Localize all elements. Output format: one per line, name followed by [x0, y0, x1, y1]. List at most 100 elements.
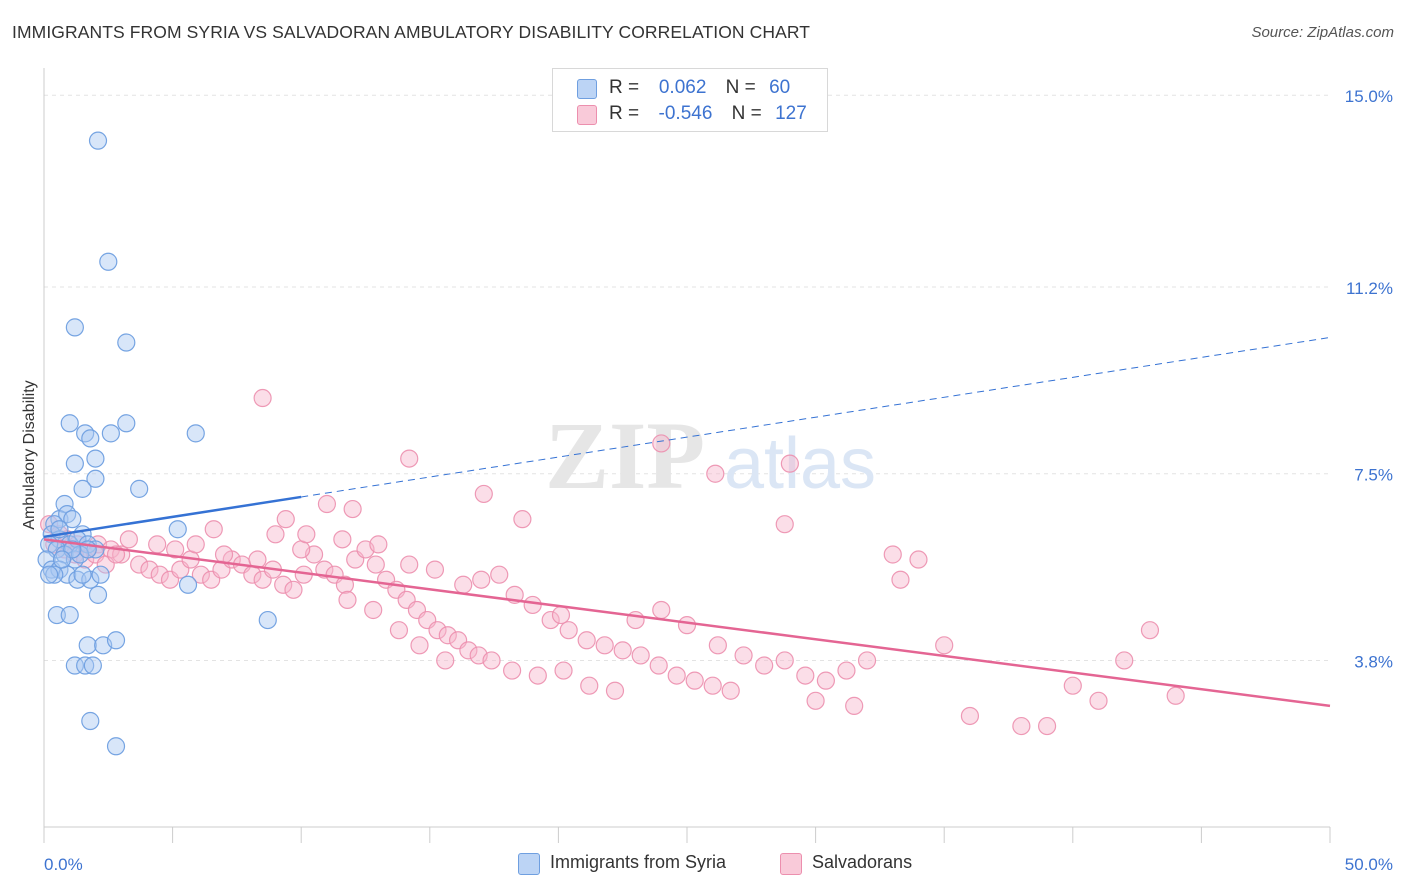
syria-point	[73, 565, 92, 584]
salvadorans-point	[186, 535, 205, 554]
salvadorans-point	[775, 515, 794, 534]
salvadorans-point	[780, 454, 799, 473]
syria-point	[63, 510, 82, 529]
syria-point	[76, 424, 95, 443]
syria-point	[186, 424, 205, 443]
syria-point	[101, 424, 120, 443]
salvadorans-point	[595, 636, 614, 655]
salvadorans-point	[649, 656, 668, 675]
salvadorans-point	[667, 666, 686, 685]
salvadorans-point	[837, 661, 856, 680]
legend-r-value: 0.062	[658, 77, 707, 98]
legend-r-label: R =	[609, 103, 640, 124]
salvadorans-point	[816, 671, 835, 690]
syria-point	[60, 605, 79, 625]
syria-point	[86, 449, 105, 468]
salvadorans-point	[428, 621, 447, 640]
syria-point	[106, 631, 126, 650]
y-tick-label: 3.8%	[1354, 652, 1393, 671]
salvadorans-point	[708, 636, 727, 655]
salvadorans-point	[130, 555, 149, 574]
salvadorans-trend	[43, 538, 1331, 708]
syria-point	[65, 656, 84, 675]
salvadorans-point	[605, 681, 625, 700]
syria-point	[168, 520, 187, 539]
bottom-legend-swatch-salvadorans	[780, 853, 802, 875]
salvadorans-point	[438, 626, 457, 645]
salvadorans-point	[559, 621, 578, 640]
legend-r-label: R =	[609, 77, 640, 98]
y-tick-label: 15.0%	[1345, 87, 1393, 106]
salvadorans-point	[796, 666, 815, 685]
salvadorans-point	[857, 651, 877, 670]
syria-point	[86, 469, 105, 488]
salvadorans-point	[1089, 691, 1108, 710]
watermark-atlas: atlas	[724, 424, 876, 504]
stats-legend: R = 0.062 N = 60 R = -0.546 N = 127	[552, 68, 828, 132]
salvadorans-point	[436, 651, 455, 670]
legend-n-label: N =	[731, 103, 762, 124]
salvadorans-point	[472, 570, 491, 589]
salvadorans-point	[191, 565, 210, 584]
syria-point	[88, 131, 108, 150]
salvadorans-point	[806, 691, 825, 710]
salvadorans-point	[677, 616, 697, 635]
salvadorans-point	[706, 464, 725, 483]
syria-point	[78, 636, 97, 655]
salvadorans-point	[253, 388, 272, 408]
salvadorans-point	[1115, 651, 1134, 670]
syria-point	[178, 575, 198, 594]
tick-labels: 3.8% 7.5% 11.2% 15.0% 0.0% 50.0%	[44, 87, 1393, 874]
salvadorans-points	[40, 388, 1185, 736]
salvadorans-point	[119, 530, 138, 549]
salvadorans-point	[685, 671, 704, 690]
salvadorans-point	[775, 651, 794, 670]
syria-point	[52, 550, 72, 569]
salvadorans-point	[297, 525, 316, 544]
watermark-zip: ZIP	[545, 402, 705, 509]
salvadorans-point	[454, 575, 473, 594]
syria-point	[76, 656, 95, 675]
salvadorans-point	[369, 535, 388, 554]
salvadorans-point	[554, 661, 573, 680]
salvadorans-point	[1037, 716, 1057, 736]
salvadorans-point	[389, 621, 409, 640]
syria-point	[117, 333, 136, 352]
legend-n-value: 127	[775, 103, 807, 124]
salvadorans-point	[366, 555, 385, 574]
salvadorans-point	[400, 449, 419, 468]
syria-point	[258, 610, 277, 630]
salvadorans-point	[652, 434, 671, 453]
legend-n-value: 60	[769, 77, 791, 98]
salvadorans-point	[474, 484, 493, 504]
salvadorans-point	[845, 696, 864, 715]
salvadorans-point	[425, 560, 445, 579]
salvadorans-point	[482, 651, 501, 670]
syria-point	[65, 318, 84, 337]
syria-point	[83, 656, 102, 675]
salvadorans-point	[523, 595, 542, 615]
salvadorans-point	[721, 681, 740, 700]
salvadorans-point	[580, 676, 599, 695]
syria-point	[68, 570, 87, 589]
trend-lines	[43, 336, 1331, 708]
salvadorans-point	[703, 676, 722, 695]
salvadorans-point	[214, 545, 234, 564]
syria-point	[45, 565, 64, 584]
salvadorans-point	[1063, 676, 1082, 695]
bottom-legend-swatch-syria	[518, 853, 540, 875]
salvadorans-point	[317, 494, 337, 514]
legend-r-value: -0.546	[658, 103, 713, 124]
watermark: ZIP atlas	[545, 402, 876, 509]
salvadorans-point	[364, 600, 383, 620]
grid-lines	[44, 94, 1330, 661]
salvadorans-point	[909, 550, 928, 569]
x-tick-label: 0.0%	[44, 855, 83, 874]
salvadorans-point	[1012, 716, 1031, 736]
x-tick-label: 50.0%	[1345, 855, 1393, 874]
salvadorans-point	[338, 590, 357, 610]
salvadorans-point	[883, 545, 902, 564]
salvadorans-point	[513, 510, 532, 529]
syria-point	[65, 454, 84, 473]
